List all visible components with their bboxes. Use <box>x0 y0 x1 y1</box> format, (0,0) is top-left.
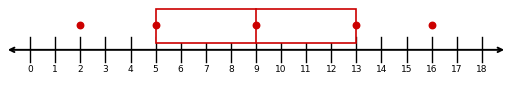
Text: 2: 2 <box>77 65 83 74</box>
Text: 3: 3 <box>102 65 108 74</box>
Text: 12: 12 <box>326 65 337 74</box>
Text: 13: 13 <box>351 65 362 74</box>
Text: 11: 11 <box>301 65 312 74</box>
Text: 16: 16 <box>426 65 437 74</box>
Text: 6: 6 <box>178 65 184 74</box>
Text: 15: 15 <box>401 65 412 74</box>
Text: 10: 10 <box>275 65 287 74</box>
Text: 14: 14 <box>376 65 387 74</box>
Bar <box>156 9 356 43</box>
Text: 8: 8 <box>228 65 234 74</box>
Text: 18: 18 <box>476 65 487 74</box>
Text: 0: 0 <box>27 65 33 74</box>
Text: 17: 17 <box>451 65 462 74</box>
Text: 1: 1 <box>52 65 58 74</box>
Text: 5: 5 <box>153 65 159 74</box>
Text: 4: 4 <box>127 65 133 74</box>
Text: 9: 9 <box>253 65 259 74</box>
Text: 7: 7 <box>203 65 209 74</box>
